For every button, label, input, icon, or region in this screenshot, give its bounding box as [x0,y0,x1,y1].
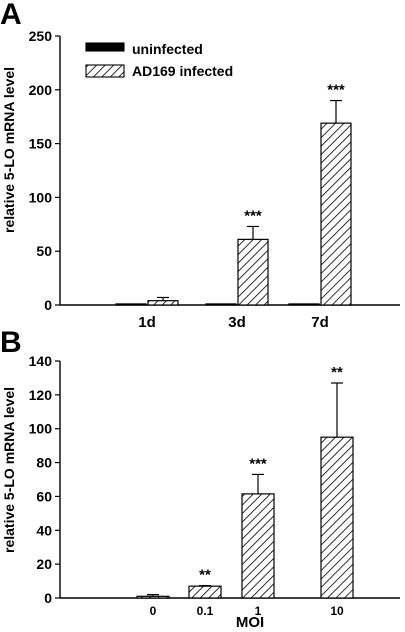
significance-label: *** [249,455,267,472]
y-tick-label: 80 [36,455,52,471]
x-tick-label: 7d [311,314,329,331]
y-axis-label: relative 5-LO mRNA level [1,67,17,233]
panel-a-letter: A [0,0,22,31]
bar [288,303,320,306]
y-tick-label: 50 [36,243,52,259]
bar [320,436,354,599]
x-tick-label: 1 [255,604,262,618]
x-tick-label: 0 [150,604,157,618]
bar [188,585,222,599]
y-tick-label: 140 [29,353,53,369]
significance-label: *** [244,207,262,224]
bar [115,303,147,306]
y-tick-label: 0 [44,590,52,606]
y-tick-label: 250 [29,28,53,44]
legend-label: uninfected [132,41,203,57]
y-tick-label: 150 [29,136,53,152]
significance-label: ** [331,364,343,381]
y-tick-label: 40 [36,522,52,538]
legend-swatch [85,42,125,52]
y-tick-label: 100 [29,189,53,205]
bar [147,300,179,306]
chart-panel-a: 0 50 100 150 200 250 relative 5-LO mRNA level 1… [1,28,400,331]
legend-swatch [85,64,125,78]
x-tick-label: 3d [228,314,246,331]
x-tick-label: 10 [330,604,344,618]
bar [205,303,237,306]
x-axis-label: MOI [236,614,264,631]
y-tick-label: 100 [29,421,53,437]
bar [241,493,275,599]
y-tick-label: 200 [29,82,53,98]
y-tick-label: 60 [36,488,52,504]
x-tick-label: 0.1 [197,604,214,618]
significance-label: *** [327,82,345,99]
legend-label: AD169 infected [132,63,233,79]
y-tick-label: 20 [36,556,52,572]
y-axis-label: relative 5-LO mRNA level [1,387,17,553]
bar [136,595,170,599]
x-tick-label: 1d [138,314,156,331]
bar [237,238,269,306]
panel-b-letter: B [0,326,22,359]
bar [320,122,352,306]
y-tick-label: 120 [29,387,53,403]
y-tick-label: 0 [44,297,52,313]
significance-label: ** [199,567,211,584]
